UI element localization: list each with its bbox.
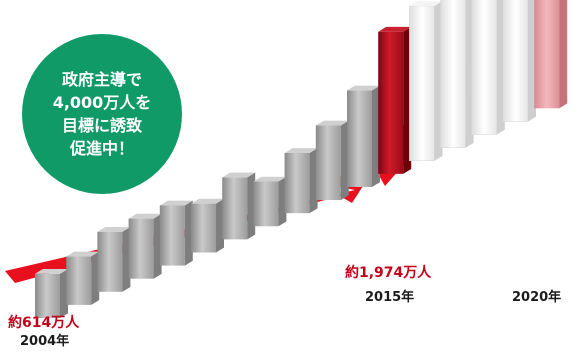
bar-side <box>340 120 349 201</box>
bar-top <box>409 1 443 6</box>
bar-side <box>528 0 536 122</box>
start-value-label: 約614万人 <box>8 315 80 331</box>
bar-side <box>60 268 68 318</box>
callout-line-3: 目標に誘致 <box>61 116 142 135</box>
bar-2018年 <box>471 0 505 135</box>
bar-side <box>372 85 380 187</box>
bar-top <box>97 226 131 232</box>
bar-top <box>128 213 162 219</box>
bar-side <box>122 226 131 292</box>
callout-line-4: 促進中！ <box>69 139 134 158</box>
bar-front <box>222 177 248 240</box>
bar-front <box>409 5 435 162</box>
bar-top <box>159 200 193 206</box>
bar-2017年 <box>440 0 474 148</box>
bar-front <box>315 125 341 201</box>
bar-side <box>309 148 318 214</box>
highlight-year-label: 2015年 <box>365 290 415 305</box>
bar-side <box>153 213 162 279</box>
bar-top <box>315 120 349 126</box>
bar-front <box>191 203 216 253</box>
bar-front <box>534 0 560 109</box>
bar-2005年 <box>66 251 100 305</box>
start-year-label: 2004年 <box>20 334 70 349</box>
bar-2009年 <box>191 198 224 253</box>
bar-front <box>347 90 372 187</box>
bar-top <box>35 268 68 274</box>
bar-front <box>440 0 466 148</box>
bar-side <box>91 251 100 305</box>
highlight-value-label: 約1,974万人 <box>345 265 432 281</box>
bar-2020年 <box>534 0 568 109</box>
bar-top <box>222 172 256 178</box>
bar-front <box>159 205 185 266</box>
bar-2007年 <box>128 213 162 279</box>
bar-front <box>66 256 92 305</box>
bar-2006年 <box>97 226 131 292</box>
bar-2012年 <box>284 148 318 214</box>
bar-top <box>253 176 287 182</box>
bar-2016年 <box>409 1 443 162</box>
bar-2015年 <box>378 26 412 174</box>
bar-side <box>216 198 224 253</box>
bar-side <box>184 200 193 266</box>
bar-2004年 <box>35 268 68 318</box>
bar-2019年 <box>502 0 536 122</box>
bar-front <box>128 218 154 279</box>
bar-top <box>284 148 318 153</box>
bar-top <box>66 251 100 257</box>
callout-line-1: 政府主導で <box>61 70 142 89</box>
bar-front <box>253 181 279 227</box>
bar-front <box>502 0 529 122</box>
goal-callout: 政府主導で 4,000万人を 目標に誘致 促進中！ <box>22 34 182 194</box>
bar-2013年 <box>315 120 349 201</box>
bar-front <box>471 0 498 135</box>
bar-2008年 <box>159 200 193 266</box>
bar-side <box>247 172 256 240</box>
bar-front <box>97 231 123 292</box>
bar-top <box>191 198 224 204</box>
bar-side <box>278 176 287 227</box>
bar-top <box>378 26 412 32</box>
bar-front <box>284 152 310 214</box>
bar-2011年 <box>253 176 287 227</box>
end-year-label: 2020年 <box>512 290 562 305</box>
bar-2010年 <box>222 172 256 240</box>
bar-front <box>35 273 60 318</box>
bar-side <box>559 0 568 109</box>
bar-2014年 <box>347 85 380 187</box>
bar-group <box>35 0 568 318</box>
callout-line-2: 4,000万人を <box>52 93 152 112</box>
bar-front <box>378 31 404 174</box>
bar-top <box>347 85 380 91</box>
